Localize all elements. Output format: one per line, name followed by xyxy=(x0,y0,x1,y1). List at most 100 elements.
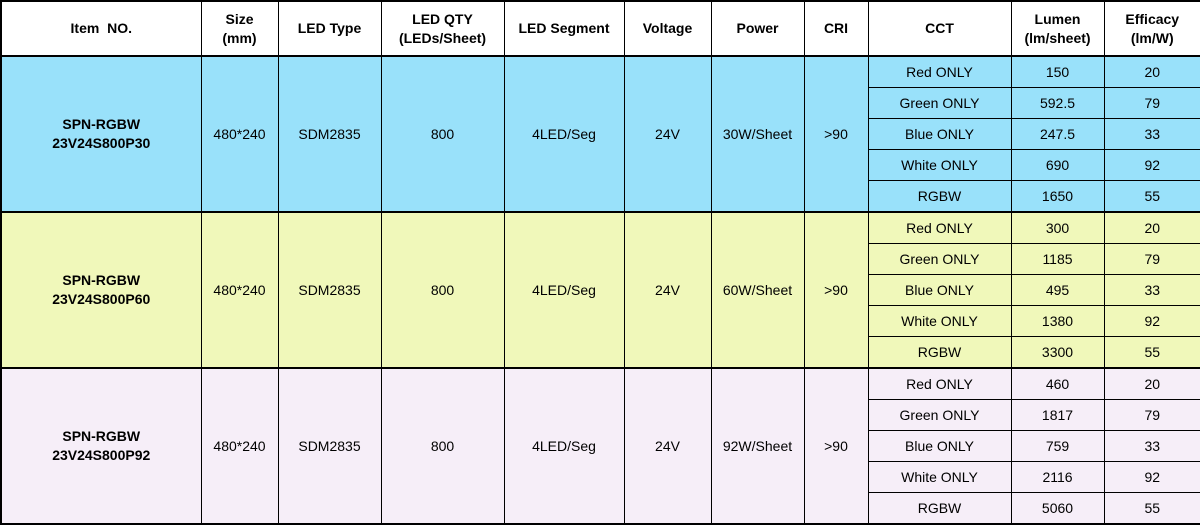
col-header-voltage: Voltage xyxy=(623,0,712,57)
efficacy-cell: 55 xyxy=(1103,492,1200,525)
table-row: White ONLY 690 92 xyxy=(1,149,1200,181)
col-header-sub: (lm/W) xyxy=(1130,29,1174,46)
product-group-p30: SPN-RGBW 23V24S800P30 480*240 SDM2835 800… xyxy=(0,55,1200,213)
efficacy-cell: 20 xyxy=(1103,55,1200,88)
lumen-cell: 5060 xyxy=(1010,492,1105,525)
lumen-cell: 1817 xyxy=(1010,399,1105,431)
table-row: Blue ONLY 759 33 xyxy=(1,430,1200,462)
efficacy-cell: 55 xyxy=(1103,336,1200,369)
cri-cell: >90 xyxy=(803,211,869,369)
col-header-cct: CCT xyxy=(867,0,1012,57)
cct-cell: Green ONLY xyxy=(867,399,1012,431)
cct-cell: Blue ONLY xyxy=(867,274,1012,306)
led-qty-cell: 800 xyxy=(380,55,505,213)
cct-cell: Blue ONLY xyxy=(867,118,1012,150)
led-segment-cell: 4LED/Seg xyxy=(503,367,625,525)
led-segment-cell: 4LED/Seg xyxy=(503,55,625,213)
lumen-cell: 460 xyxy=(1010,367,1105,400)
led-qty-cell: 800 xyxy=(380,367,505,525)
col-header-power: Power xyxy=(710,0,805,57)
table-row: RGBW 3300 55 xyxy=(1,336,1200,369)
item-no-line1: SPN-RGBW xyxy=(62,272,141,289)
lumen-cell: 150 xyxy=(1010,55,1105,88)
cct-cell: Red ONLY xyxy=(867,367,1012,400)
col-header-label: CRI xyxy=(823,20,849,37)
col-header-sub: (mm) xyxy=(222,29,257,46)
col-header-efficacy: Efficacy (lm/W) xyxy=(1103,0,1200,57)
lumen-cell: 690 xyxy=(1010,149,1105,181)
product-group-p60: SPN-RGBW 23V24S800P60 480*240 SDM2835 800… xyxy=(0,211,1200,369)
voltage-cell: 24V xyxy=(623,55,712,213)
item-no-cell: SPN-RGBW 23V24S800P60 xyxy=(0,211,202,369)
item-no-cell: SPN-RGBW 23V24S800P30 xyxy=(0,55,202,213)
efficacy-cell: 33 xyxy=(1103,118,1200,150)
efficacy-cell: 20 xyxy=(1103,211,1200,244)
product-group-p92: SPN-RGBW 23V24S800P92 480*240 SDM2835 800… xyxy=(0,367,1200,525)
item-no-line2: 23V24S800P60 xyxy=(52,291,151,307)
cct-cell: White ONLY xyxy=(867,305,1012,337)
led-segment-cell: 4LED/Seg xyxy=(503,211,625,369)
col-header-label: Item NO. xyxy=(70,20,132,37)
col-header-led-segment: LED Segment xyxy=(503,0,625,57)
efficacy-cell: 20 xyxy=(1103,367,1200,400)
col-header-label: Size xyxy=(225,10,254,27)
col-header-item-no: Item NO. xyxy=(0,0,202,57)
col-header-led-type: LED Type xyxy=(277,0,382,57)
cct-cell: White ONLY xyxy=(867,149,1012,181)
table-row: SPN-RGBW 23V24S800P30 480*240 SDM2835 800… xyxy=(0,55,1200,213)
col-header-label: Efficacy xyxy=(1125,10,1180,27)
voltage-cell: 24V xyxy=(623,211,712,369)
table-row: RGBW 1650 55 xyxy=(1,180,1200,213)
col-header-label: Voltage xyxy=(642,20,693,37)
lumen-cell: 1185 xyxy=(1010,243,1105,275)
col-header-led-qty: LED QTY (LEDs/Sheet) xyxy=(380,0,505,57)
item-no-line2: 23V24S800P30 xyxy=(52,135,151,151)
cct-cell: Green ONLY xyxy=(867,87,1012,119)
col-header-sub: (lm/sheet) xyxy=(1024,29,1091,46)
col-header-label: Lumen xyxy=(1034,10,1081,27)
efficacy-cell: 79 xyxy=(1103,243,1200,275)
item-no-line1: SPN-RGBW xyxy=(62,116,141,133)
efficacy-cell: 79 xyxy=(1103,399,1200,431)
efficacy-cell: 92 xyxy=(1103,461,1200,493)
table-row: White ONLY 2116 92 xyxy=(1,461,1200,493)
col-header-label: Power xyxy=(736,20,779,37)
size-cell: 480*240 xyxy=(200,211,279,369)
efficacy-cell: 33 xyxy=(1103,274,1200,306)
cct-cell: RGBW xyxy=(867,492,1012,525)
led-qty-cell: 800 xyxy=(380,211,505,369)
lumen-cell: 300 xyxy=(1010,211,1105,244)
efficacy-cell: 92 xyxy=(1103,305,1200,337)
col-header-lumen: Lumen (lm/sheet) xyxy=(1010,0,1105,57)
lumen-cell: 2116 xyxy=(1010,461,1105,493)
cri-cell: >90 xyxy=(803,55,869,213)
item-no-cell: SPN-RGBW 23V24S800P92 xyxy=(0,367,202,525)
efficacy-cell: 92 xyxy=(1103,149,1200,181)
efficacy-cell: 55 xyxy=(1103,180,1200,213)
cct-cell: Green ONLY xyxy=(867,243,1012,275)
power-cell: 92W/Sheet xyxy=(710,367,805,525)
lumen-cell: 592.5 xyxy=(1010,87,1105,119)
cct-cell: White ONLY xyxy=(867,461,1012,493)
col-header-label: LED Segment xyxy=(518,20,610,37)
table-row: SPN-RGBW 23V24S800P60 480*240 SDM2835 800… xyxy=(0,211,1200,369)
header-row: Item NO. Size (mm) LED Type LED QTY (LEDs/… xyxy=(0,0,1200,57)
power-cell: 60W/Sheet xyxy=(710,211,805,369)
lumen-cell: 247.5 xyxy=(1010,118,1105,150)
table-row: SPN-RGBW 23V24S800P92 480*240 SDM2835 800… xyxy=(0,367,1200,525)
cct-cell: Red ONLY xyxy=(867,55,1012,88)
col-header-cri: CRI xyxy=(803,0,869,57)
lumen-cell: 1380 xyxy=(1010,305,1105,337)
efficacy-cell: 33 xyxy=(1103,430,1200,462)
lumen-cell: 3300 xyxy=(1010,336,1105,369)
led-type-cell: SDM2835 xyxy=(277,55,382,213)
cct-cell: Blue ONLY xyxy=(867,430,1012,462)
cct-cell: RGBW xyxy=(867,336,1012,369)
voltage-cell: 24V xyxy=(623,367,712,525)
col-header-sub: (LEDs/Sheet) xyxy=(398,29,487,46)
lumen-cell: 495 xyxy=(1010,274,1105,306)
lumen-cell: 1650 xyxy=(1010,180,1105,213)
col-header-size: Size (mm) xyxy=(200,0,279,57)
